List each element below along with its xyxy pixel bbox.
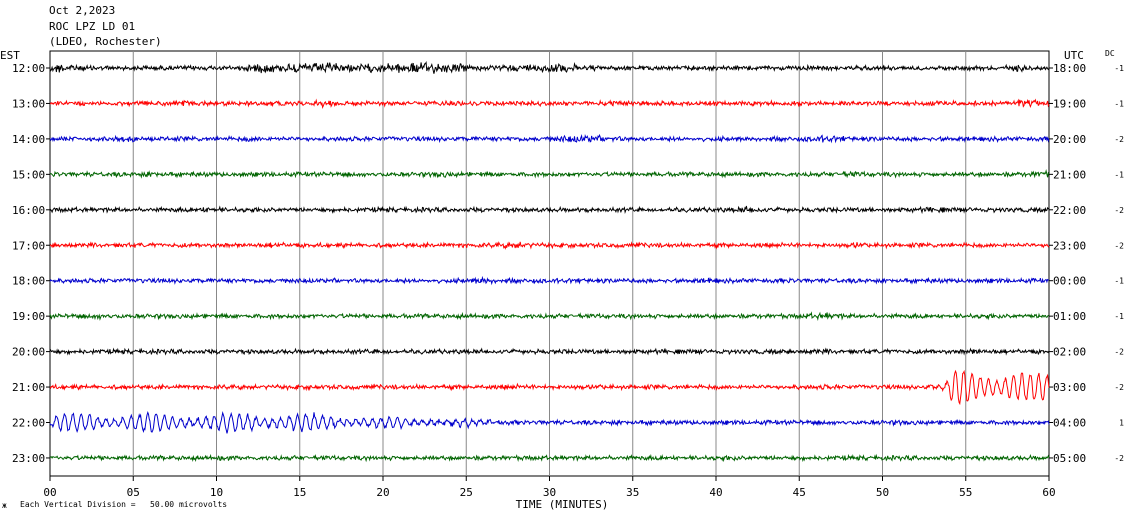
x-tick-label: 60 <box>1042 486 1055 499</box>
x-tick-label: 15 <box>293 486 306 499</box>
dc-offset-label: -1 <box>1114 277 1124 286</box>
est-hour-label: 15:00 <box>12 168 45 181</box>
scale-mark-icon: ж <box>2 501 7 510</box>
dc-column-header: DC <box>1105 49 1115 58</box>
est-hour-label: 18:00 <box>12 275 45 288</box>
seismic-trace <box>49 169 1050 179</box>
utc-hour-labels: 18:00 19:00 20:00 21:00 22:00 23:00 00:00 01:00… <box>1049 62 1086 465</box>
utc-hour-label: 03:00 <box>1053 381 1086 394</box>
est-hour-label: 12:00 <box>12 62 45 75</box>
scale-note: Each Vertical Division = 50.00 microvolt… <box>20 500 228 509</box>
utc-hour-label: 01:00 <box>1053 310 1086 323</box>
x-tick-label: 05 <box>127 486 140 499</box>
utc-hour-label: 20:00 <box>1053 133 1086 146</box>
dc-offset-label: -2 <box>1114 241 1124 250</box>
x-tick-label: 35 <box>626 486 639 499</box>
header-network: (LDEO, Rochester) <box>49 35 162 48</box>
est-hour-labels: 12:00 13:00 14:00 15:00 16:00 17:00 18:00 19:00… <box>12 62 50 465</box>
est-hour-label: 21:00 <box>12 381 45 394</box>
seismic-trace <box>49 275 1050 286</box>
dc-offset-label: -1 <box>1114 99 1124 108</box>
dc-offset-label: -1 <box>1114 64 1124 73</box>
x-tick-label: 45 <box>793 486 806 499</box>
utc-hour-label: 18:00 <box>1053 62 1086 75</box>
dc-offset-labels: -1 -1 -2 -1 -2 -2 -1 -1 -2 -2 1 -2 <box>1114 64 1124 463</box>
x-tick-label: 55 <box>959 486 972 499</box>
header-station: ROC LPZ LD 01 <box>49 20 136 33</box>
utc-hour-label: 05:00 <box>1053 452 1086 465</box>
vertical-gridlines <box>132 51 967 476</box>
seismic-trace <box>49 61 1050 74</box>
seismic-trace <box>49 205 1049 215</box>
utc-hour-label: 00:00 <box>1053 275 1086 288</box>
x-tick-label: 00 <box>43 486 56 499</box>
utc-zone-label: UTC <box>1064 49 1084 62</box>
est-hour-label: 19:00 <box>12 310 45 323</box>
dc-offset-label: -2 <box>1114 206 1124 215</box>
x-tick-label: 50 <box>876 486 889 499</box>
dc-offset-label: -1 <box>1114 170 1124 179</box>
x-tick-label: 20 <box>376 486 389 499</box>
dc-offset-label: -1 <box>1114 312 1124 321</box>
est-hour-label: 13:00 <box>12 97 45 110</box>
seismic-trace <box>49 347 1050 356</box>
est-hour-label: 14:00 <box>12 133 45 146</box>
utc-hour-label: 23:00 <box>1053 239 1086 252</box>
est-zone-label: EST <box>0 49 20 62</box>
utc-hour-label: 02:00 <box>1053 346 1086 359</box>
est-hour-label: 17:00 <box>12 239 45 252</box>
dc-offset-label: -2 <box>1114 383 1124 392</box>
seismic-trace <box>49 241 1050 250</box>
utc-hour-label: 19:00 <box>1053 97 1086 110</box>
utc-hour-label: 22:00 <box>1053 204 1086 217</box>
seismic-trace <box>49 369 1050 406</box>
seismic-trace <box>49 453 1050 463</box>
x-axis-title: TIME (MINUTES) <box>516 498 609 511</box>
est-hour-label: 23:00 <box>12 452 45 465</box>
est-hour-label: 22:00 <box>12 417 45 430</box>
seismic-traces <box>49 61 1050 463</box>
dc-offset-label: -2 <box>1114 454 1124 463</box>
est-hour-label: 20:00 <box>12 346 45 359</box>
seismic-trace <box>49 311 1050 321</box>
x-tick-label: 25 <box>460 486 473 499</box>
seismic-trace <box>49 98 1050 109</box>
x-tick-label: 10 <box>210 486 223 499</box>
dc-offset-label: -2 <box>1114 135 1124 144</box>
dc-offset-label: 1 <box>1119 419 1124 428</box>
dc-offset-label: -2 <box>1114 348 1124 357</box>
header-date: Oct 2,2023 <box>49 4 116 17</box>
seismic-trace <box>49 133 1050 144</box>
est-hour-label: 16:00 <box>12 204 45 217</box>
x-tick-label: 30 <box>543 486 556 499</box>
utc-hour-label: 21:00 <box>1053 168 1086 181</box>
utc-hour-label: 04:00 <box>1053 417 1086 430</box>
x-tick-label: 40 <box>709 486 722 499</box>
seismic-trace <box>49 410 1050 434</box>
x-axis-ticks: 00 05 10 15 20 25 30 35 40 45 50 55 60 <box>43 476 1056 499</box>
